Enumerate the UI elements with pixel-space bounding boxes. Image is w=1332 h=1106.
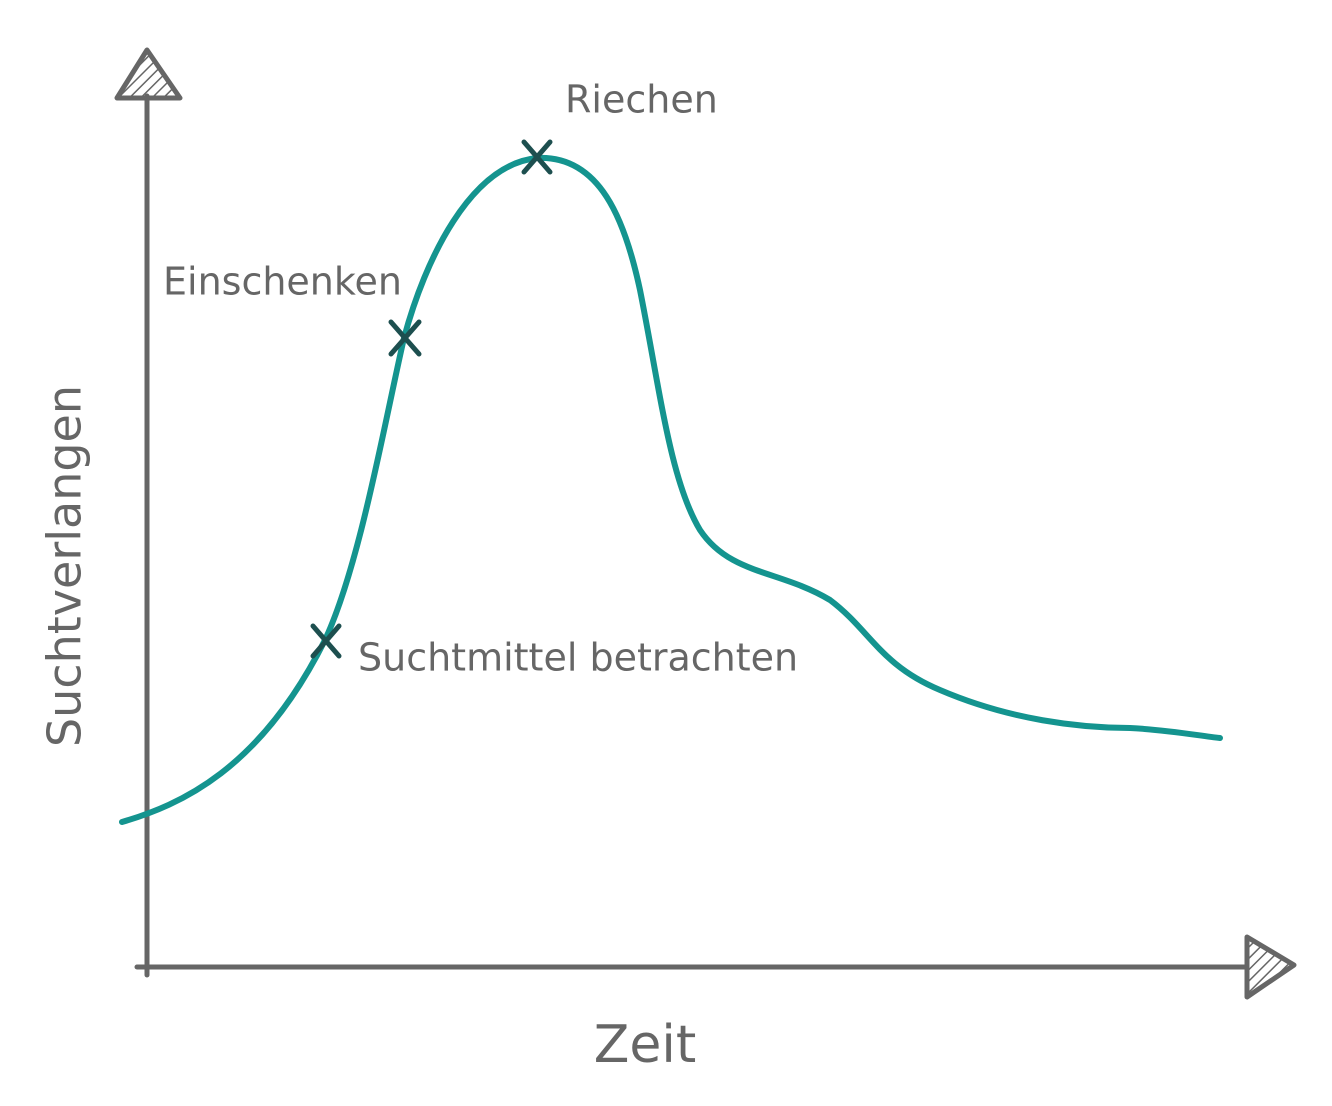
y-axis-label: Suchtverlangen bbox=[38, 385, 92, 747]
x-axis-label: Zeit bbox=[594, 1015, 696, 1075]
annotation: Einschenken bbox=[163, 260, 402, 304]
marker bbox=[310, 623, 342, 659]
marker bbox=[388, 319, 422, 357]
annotation: Riechen bbox=[565, 78, 718, 122]
y-axis-arrow bbox=[114, 47, 183, 101]
x-axis-arrow bbox=[1244, 934, 1297, 1000]
markers bbox=[310, 139, 553, 659]
marker bbox=[521, 139, 553, 175]
craving-curve bbox=[119, 154, 1223, 825]
annotation: Suchtmittel betrachten bbox=[358, 636, 798, 680]
